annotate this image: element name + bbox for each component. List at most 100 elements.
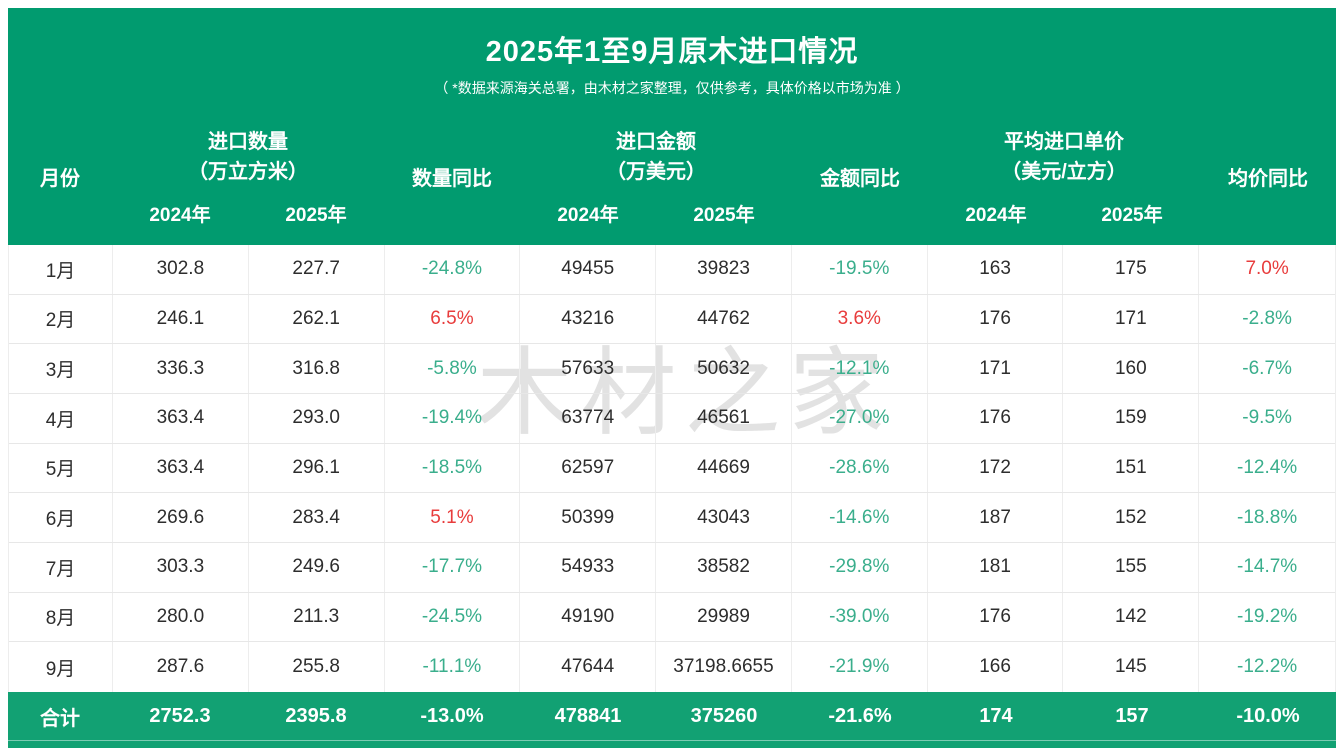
- cell-qty-2025: 283.4: [249, 493, 385, 542]
- cell-price-2025: 151: [1063, 443, 1200, 493]
- cell-month: 8月: [9, 592, 113, 642]
- total-amount-2024: 478841: [554, 704, 622, 727]
- cell-price-2024: 163: [928, 245, 1064, 294]
- table-row: 2月 246.1 262.1 6.5% 43216 44762 3.6% 176…: [9, 294, 1335, 345]
- cell-price-2025: 145: [1063, 642, 1200, 692]
- cell-price-yoy: -6.7%: [1242, 357, 1292, 379]
- col-header-price-yoy: 均价同比: [1228, 168, 1308, 190]
- cell-qty-2025: 227.7: [249, 245, 385, 294]
- cell-price-2025: 175: [1063, 245, 1200, 294]
- column-header-row: 月份 进口数量 （万立方米） 数量同比 进口金额 （万美元） 金额同比 平均进口…: [8, 113, 1336, 245]
- footer-strip: [8, 740, 1336, 748]
- cell-price-yoy: -12.4%: [1237, 456, 1298, 478]
- cell-month: 1月: [9, 245, 113, 294]
- col-header-amount-2025: 2025年: [693, 205, 755, 226]
- cell-amount-yoy: -27.0%: [792, 393, 928, 443]
- table-body: 木材之家 1月 302.8 227.7 -24.8% 49455 39823 -…: [8, 245, 1336, 692]
- cell-amount-yoy: -12.1%: [792, 344, 928, 393]
- cell-qty-2025: 262.1: [249, 294, 385, 344]
- col-header-price-group: 平均进口单价 （美元/立方）: [928, 113, 1200, 201]
- cell-price-2024: 171: [928, 344, 1064, 393]
- cell-amount-2025: 29989: [656, 592, 792, 642]
- cell-price-2025: 159: [1063, 393, 1200, 443]
- cell-amount-2024: 63774: [520, 393, 657, 443]
- cell-month: 7月: [9, 542, 113, 592]
- cell-amount-2024: 62597: [520, 443, 657, 493]
- cell-price-2025: 142: [1063, 592, 1200, 642]
- report-sheet: 2025年1至9月原木进口情况 （ *数据来源海关总署，由木材之家整理，仅供参考…: [8, 8, 1336, 748]
- cell-qty-yoy: -17.7%: [385, 542, 521, 592]
- cell-qty-2024: 246.1: [113, 294, 249, 344]
- cell-price-2024: 166: [928, 642, 1064, 692]
- total-amount-2025: 375260: [690, 704, 758, 727]
- col-header-quantity-group: 进口数量 （万立方米）: [112, 113, 384, 201]
- cell-qty-yoy: -24.5%: [385, 592, 521, 642]
- cell-qty-yoy: -5.8%: [385, 344, 521, 393]
- cell-price-yoy: -2.8%: [1242, 307, 1292, 329]
- cell-amount-2025: 43043: [656, 493, 792, 542]
- total-qty-2025: 2395.8: [285, 704, 347, 727]
- cell-qty-2024: 363.4: [113, 443, 249, 493]
- cell-amount-2024: 43216: [520, 294, 657, 344]
- table-row: 6月 269.6 283.4 5.1% 50399 43043 -14.6% 1…: [9, 493, 1335, 543]
- cell-qty-2024: 363.4: [113, 393, 249, 443]
- cell-price-yoy: -19.2%: [1237, 605, 1298, 627]
- cell-amount-2024: 47644: [520, 642, 657, 692]
- amount-group-unit: （万美元）: [606, 161, 706, 183]
- total-qty-yoy: -13.0%: [420, 704, 484, 727]
- cell-price-yoy: -9.5%: [1242, 407, 1292, 429]
- col-header-price-2024: 2024年: [965, 205, 1027, 226]
- cell-price-2025: 155: [1063, 542, 1200, 592]
- cell-amount-2025: 50632: [656, 344, 792, 393]
- cell-qty-2024: 302.8: [113, 245, 249, 294]
- cell-amount-yoy: -19.5%: [792, 245, 928, 294]
- cell-amount-yoy: 3.6%: [792, 294, 928, 344]
- table-row: 3月 336.3 316.8 -5.8% 57633 50632 -12.1% …: [9, 344, 1335, 394]
- cell-qty-2024: 280.0: [113, 592, 249, 642]
- cell-price-2024: 176: [928, 393, 1064, 443]
- col-header-amount-yoy: 金额同比: [820, 168, 900, 190]
- cell-amount-yoy: -14.6%: [792, 493, 928, 542]
- quantity-group-title: 进口数量: [208, 131, 288, 153]
- cell-month: 4月: [9, 393, 113, 443]
- cell-amount-2025: 39823: [656, 245, 792, 294]
- cell-amount-2025: 37198.6655: [656, 642, 792, 692]
- cell-qty-yoy: -11.1%: [385, 642, 521, 692]
- cell-amount-yoy: -21.9%: [792, 642, 928, 692]
- col-header-qty-2025: 2025年: [285, 205, 347, 226]
- total-amount-yoy: -21.6%: [828, 704, 892, 727]
- price-group-title: 平均进口单价: [1004, 131, 1124, 153]
- cell-month: 5月: [9, 443, 113, 493]
- col-header-amount-group: 进口金额 （万美元）: [520, 113, 792, 201]
- table-row: 8月 280.0 211.3 -24.5% 49190 29989 -39.0%…: [9, 592, 1335, 643]
- cell-amount-yoy: -28.6%: [792, 443, 928, 493]
- cell-amount-2024: 50399: [520, 493, 657, 542]
- cell-qty-2025: 296.1: [249, 443, 385, 493]
- cell-price-yoy: 7.0%: [1245, 258, 1289, 280]
- cell-qty-2025: 255.8: [249, 642, 385, 692]
- total-label: 合计: [40, 707, 80, 730]
- total-price-2024: 174: [979, 704, 1013, 727]
- cell-amount-yoy: -39.0%: [792, 592, 928, 642]
- cell-qty-2024: 336.3: [113, 344, 249, 393]
- cell-price-2024: 172: [928, 443, 1064, 493]
- cell-price-yoy: -14.7%: [1237, 556, 1298, 578]
- total-price-2025: 157: [1115, 704, 1149, 727]
- col-header-qty-2024: 2024年: [149, 205, 211, 226]
- cell-amount-2024: 54933: [520, 542, 657, 592]
- table-row: 9月 287.6 255.8 -11.1% 47644 37198.6655 -…: [9, 642, 1335, 692]
- cell-qty-2025: 211.3: [249, 592, 385, 642]
- page-subtitle: （ *数据来源海关总署，由木材之家整理，仅供参考，具体价格以市场为准 ）: [434, 80, 910, 96]
- price-group-unit: （美元/立方）: [1001, 161, 1127, 183]
- total-qty-2024: 2752.3: [149, 704, 211, 727]
- total-row: 合计 2752.3 2395.8 -13.0% 478841 375260 -2…: [8, 692, 1336, 740]
- cell-amount-2024: 49190: [520, 592, 657, 642]
- table-row: 5月 363.4 296.1 -18.5% 62597 44669 -28.6%…: [9, 443, 1335, 494]
- cell-qty-yoy: -18.5%: [385, 443, 521, 493]
- cell-price-2024: 176: [928, 294, 1064, 344]
- cell-price-2025: 152: [1063, 493, 1200, 542]
- col-header-month: 月份: [40, 168, 80, 190]
- cell-price-2025: 171: [1063, 294, 1200, 344]
- table-header-panel: 2025年1至9月原木进口情况 （ *数据来源海关总署，由木材之家整理，仅供参考…: [8, 8, 1336, 245]
